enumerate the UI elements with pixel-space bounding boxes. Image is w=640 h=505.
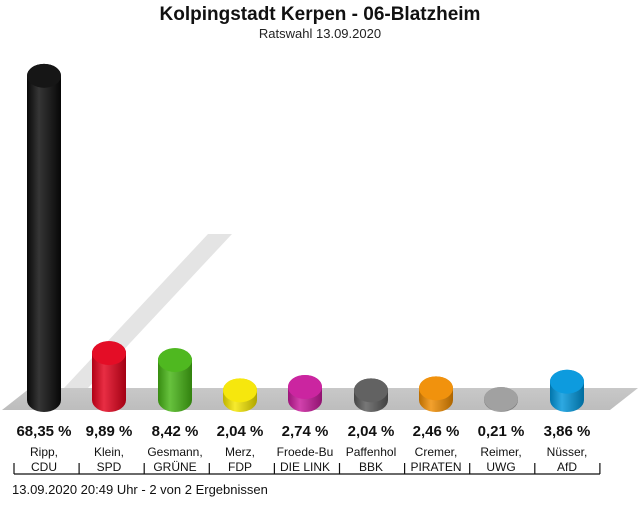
tick-label-party: AfD <box>557 460 577 474</box>
tick-label-party: BBK <box>359 460 383 474</box>
tick-label-candidate: Gesmann, <box>147 445 202 459</box>
bar-cap <box>288 375 322 400</box>
tick-label-candidate: Reimer, <box>480 445 521 459</box>
tick-label-party: DIE LINK <box>280 460 330 474</box>
bar-cap <box>223 378 257 403</box>
tick-label-party: PIRATEN <box>410 460 461 474</box>
tick-label-candidate: Ripp, <box>30 445 58 459</box>
data-label: 8,42 % <box>152 423 199 440</box>
tick-label-candidate: Froede-Bu <box>277 445 334 459</box>
data-label: 68,35 % <box>16 423 71 440</box>
data-label: 0,21 % <box>478 423 525 440</box>
tick-label-candidate: Klein, <box>94 445 124 459</box>
bar-cap <box>354 378 388 403</box>
data-label: 2,04 % <box>348 423 395 440</box>
bar-cap <box>27 63 61 88</box>
tick-label-candidate: Merz, <box>225 445 255 459</box>
chart-subtitle: Ratswahl 13.09.2020 <box>258 26 382 41</box>
tick-label-candidate: Cremer, <box>415 445 458 459</box>
tick-label-party: SPD <box>97 460 122 474</box>
tick-label-party: UWG <box>486 460 515 474</box>
tick-label-candidate: Paffenhol <box>346 445 397 459</box>
data-label: 9,89 % <box>86 423 133 440</box>
data-label: 2,04 % <box>217 423 264 440</box>
bar-shadow <box>64 234 232 388</box>
tick-label-party: GRÜNE <box>153 460 196 474</box>
bar <box>27 63 61 412</box>
bar-cap <box>550 369 584 394</box>
chart-title: Kolpingstadt Kerpen - 06-Blatzheim <box>159 4 481 25</box>
bar-cap <box>158 348 192 373</box>
tick-label-candidate: Nüsser, <box>547 445 588 459</box>
bar-cap <box>484 387 518 412</box>
tick-label-party: CDU <box>31 460 57 474</box>
data-label: 3,86 % <box>544 423 591 440</box>
data-label: 2,46 % <box>413 423 460 440</box>
bar-cap <box>419 376 453 401</box>
data-label: 2,74 % <box>282 423 329 440</box>
result-status-footer: 13.09.2020 20:49 Uhr - 2 von 2 Ergebniss… <box>12 482 268 497</box>
bar-chart: 68,35 % Ripp,CDU 9,89 % Klein,SPD 8,42 % Gesm… <box>2 63 638 475</box>
tick-label-party: FDP <box>228 460 252 474</box>
bar-cap <box>92 341 126 366</box>
